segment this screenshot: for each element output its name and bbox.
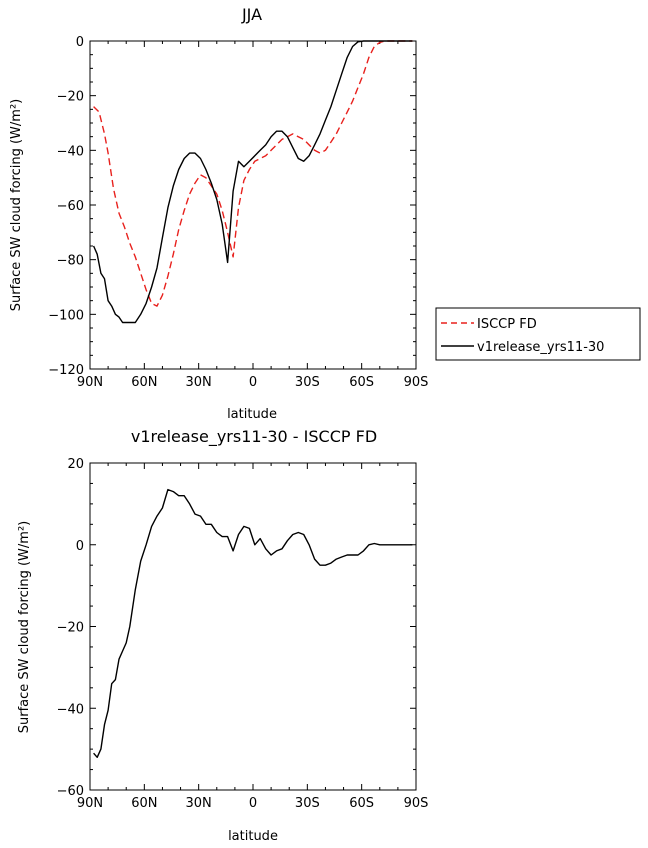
- y-tick-label: −20: [57, 90, 84, 105]
- y-tick-label: 0: [76, 35, 84, 50]
- axis-ticks: 90N 60N 30N 0 30S 60S 90S 20 0 −20 −40 −60: [57, 457, 429, 811]
- x-tick-label: 30S: [295, 796, 320, 811]
- x-tick-label: 0: [249, 375, 257, 390]
- x-tick-label: 60S: [349, 375, 374, 390]
- x-tick-label: 30S: [295, 375, 320, 390]
- plot-frame: [89, 40, 417, 370]
- chart-title: JJA: [241, 5, 262, 24]
- series-line-isccp-fd: [93, 40, 413, 307]
- y-tick-label: −20: [57, 621, 84, 636]
- x-tick-label: 60S: [349, 796, 374, 811]
- series-line-0: [93, 488, 413, 758]
- y-axis-label: Surface SW cloud forcing (W/m²): [17, 521, 32, 733]
- legend-label-model: v1release_yrs11-30: [477, 340, 604, 355]
- y-tick-label: −100: [48, 308, 84, 323]
- y-tick-label: −120: [48, 363, 84, 378]
- x-tick-label: 0: [249, 796, 257, 811]
- y-tick-label: −80: [57, 254, 84, 269]
- x-tick-label: 60N: [131, 796, 157, 811]
- x-tick-label: 90N: [77, 796, 103, 811]
- x-tick-label: 30N: [186, 796, 212, 811]
- y-tick-label: −40: [57, 144, 84, 159]
- legend-label-isccp: ISCCP FD: [477, 317, 537, 332]
- y-tick-label: 0: [76, 539, 84, 554]
- chart-title: v1release_yrs11-30 - ISCCP FD: [131, 427, 377, 447]
- x-tick-label: 90S: [404, 375, 429, 390]
- y-tick-label: −40: [57, 702, 84, 717]
- x-tick-label: 90S: [404, 796, 429, 811]
- y-tick-label: −60: [57, 784, 84, 799]
- y-tick-label: −60: [57, 199, 84, 214]
- series-lines: [93, 488, 413, 758]
- legend: ISCCP FD v1release_yrs11-30: [435, 307, 641, 361]
- series-lines: [92, 40, 413, 324]
- x-axis-label: latitude: [227, 407, 277, 422]
- axis-ticks: 90N 60N 30N 0 30S 60S 90S 0 −20 −40 −60 −80 −100 −120: [48, 35, 428, 390]
- y-axis-label: Surface SW cloud forcing (W/m²): [9, 99, 24, 311]
- x-tick-label: 30N: [186, 375, 212, 390]
- y-tick-label: 20: [67, 457, 84, 472]
- x-axis-label: latitude: [228, 829, 278, 844]
- chart-panel-jja: JJA latitude Surface SW cloud forcing (W…: [9, 5, 428, 422]
- legend-box: [435, 307, 641, 361]
- x-tick-label: 90N: [77, 375, 103, 390]
- x-tick-label: 60N: [131, 375, 157, 390]
- series-line-v1release-yrs11-30: [92, 40, 413, 324]
- chart-panel-difference: v1release_yrs11-30 - ISCCP FD latitude S…: [17, 427, 428, 844]
- plot-frame: [89, 462, 417, 791]
